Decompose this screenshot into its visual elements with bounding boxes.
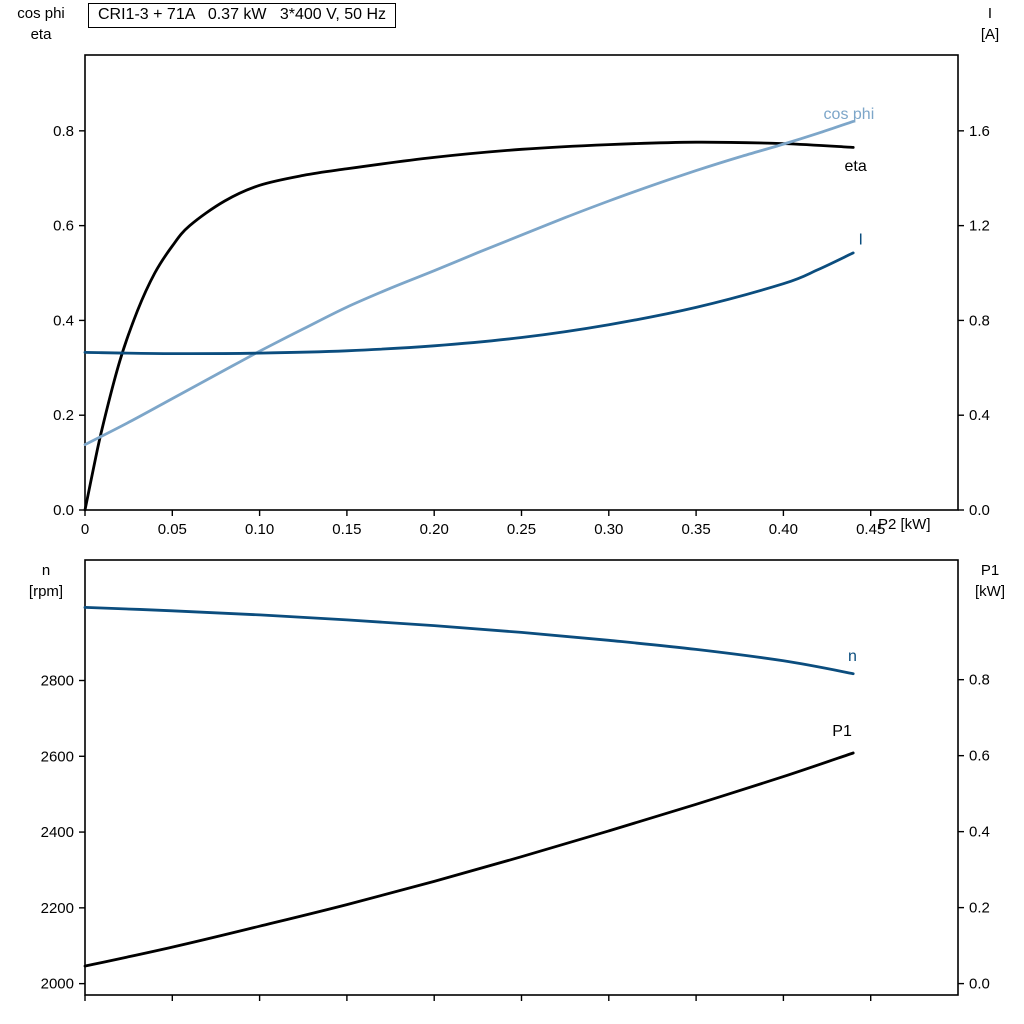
right-tick-label: 0.0 <box>969 976 990 993</box>
bottom-right-axis-title: P1 [kW] <box>958 560 1022 602</box>
electrical-plot-frame <box>84 54 959 511</box>
right-tick-label: 0.8 <box>969 672 990 689</box>
right-tick-label: 0.8 <box>969 312 990 329</box>
left-tick-label: 0.2 <box>53 407 74 424</box>
x-tick-label: 0.45 <box>856 521 885 538</box>
axis-title-line: cos phi <box>17 5 65 22</box>
axis-title-line: [A] <box>980 26 1000 43</box>
x-tick-label: 0.15 <box>332 521 361 538</box>
axis-title-line: I <box>987 5 993 22</box>
left-tick-label: 0.4 <box>53 312 74 329</box>
speed-curve <box>83 606 855 676</box>
cos-phi-curve-label: cos phi <box>824 106 875 123</box>
left-tick-label: 2000 <box>41 976 74 993</box>
right-tick-label: 0.4 <box>969 407 990 424</box>
x-tick-label: 0.35 <box>681 521 710 538</box>
top-left-axis-title: cos phi eta <box>2 3 80 45</box>
left-tick-label: 0.8 <box>53 123 74 140</box>
left-tick-label: 2200 <box>41 900 74 917</box>
x-tick-label: 0.20 <box>420 521 449 538</box>
left-tick-label: 2400 <box>41 824 74 841</box>
speed-curve-label: n <box>848 648 857 665</box>
x-tick-label: 0.10 <box>245 521 274 538</box>
eta-curve <box>83 140 855 512</box>
right-tick-label: 0.2 <box>969 900 990 917</box>
eta-curve-label: eta <box>845 158 867 175</box>
left-tick-label: 2600 <box>41 748 74 765</box>
p1-curve-label: P1 <box>832 723 852 740</box>
axis-title-line: eta <box>30 26 52 43</box>
cos-phi-curve <box>83 120 855 446</box>
bottom-left-axis-title: n [rpm] <box>8 560 84 602</box>
right-tick-label: 0.6 <box>969 748 990 765</box>
right-tick-label: 1.6 <box>969 123 990 140</box>
axis-title-line: [rpm] <box>28 583 64 600</box>
left-tick-label: 0.0 <box>53 502 74 519</box>
x-tick-label: 0.30 <box>594 521 623 538</box>
axis-title-line: n <box>41 562 51 579</box>
left-tick-label: 0.6 <box>53 218 74 235</box>
current-curve-label: I <box>858 232 862 249</box>
chart-title: CRI1-3 + 71A 0.37 kW 3*400 V, 50 Hz <box>88 3 397 28</box>
x-tick-label: 0.05 <box>158 521 187 538</box>
right-tick-label: 1.2 <box>969 218 990 235</box>
right-tick-label: 0.4 <box>969 824 990 841</box>
x-axis-unit-label: P2 [kW] <box>878 516 931 533</box>
x-tick-label: 0.25 <box>507 521 536 538</box>
top-right-axis-title: I [A] <box>958 3 1022 45</box>
left-tick-label: 2800 <box>41 672 74 689</box>
current-curve <box>83 251 855 356</box>
x-tick-label: 0 <box>81 521 89 538</box>
axis-title-line: [kW] <box>975 583 1005 600</box>
p1-curve <box>83 751 855 968</box>
axis-title-line: P1 <box>980 562 1000 579</box>
mechanical-plot-frame <box>84 559 959 996</box>
right-tick-label: 0.0 <box>969 502 990 519</box>
x-tick-label: 0.40 <box>769 521 798 538</box>
